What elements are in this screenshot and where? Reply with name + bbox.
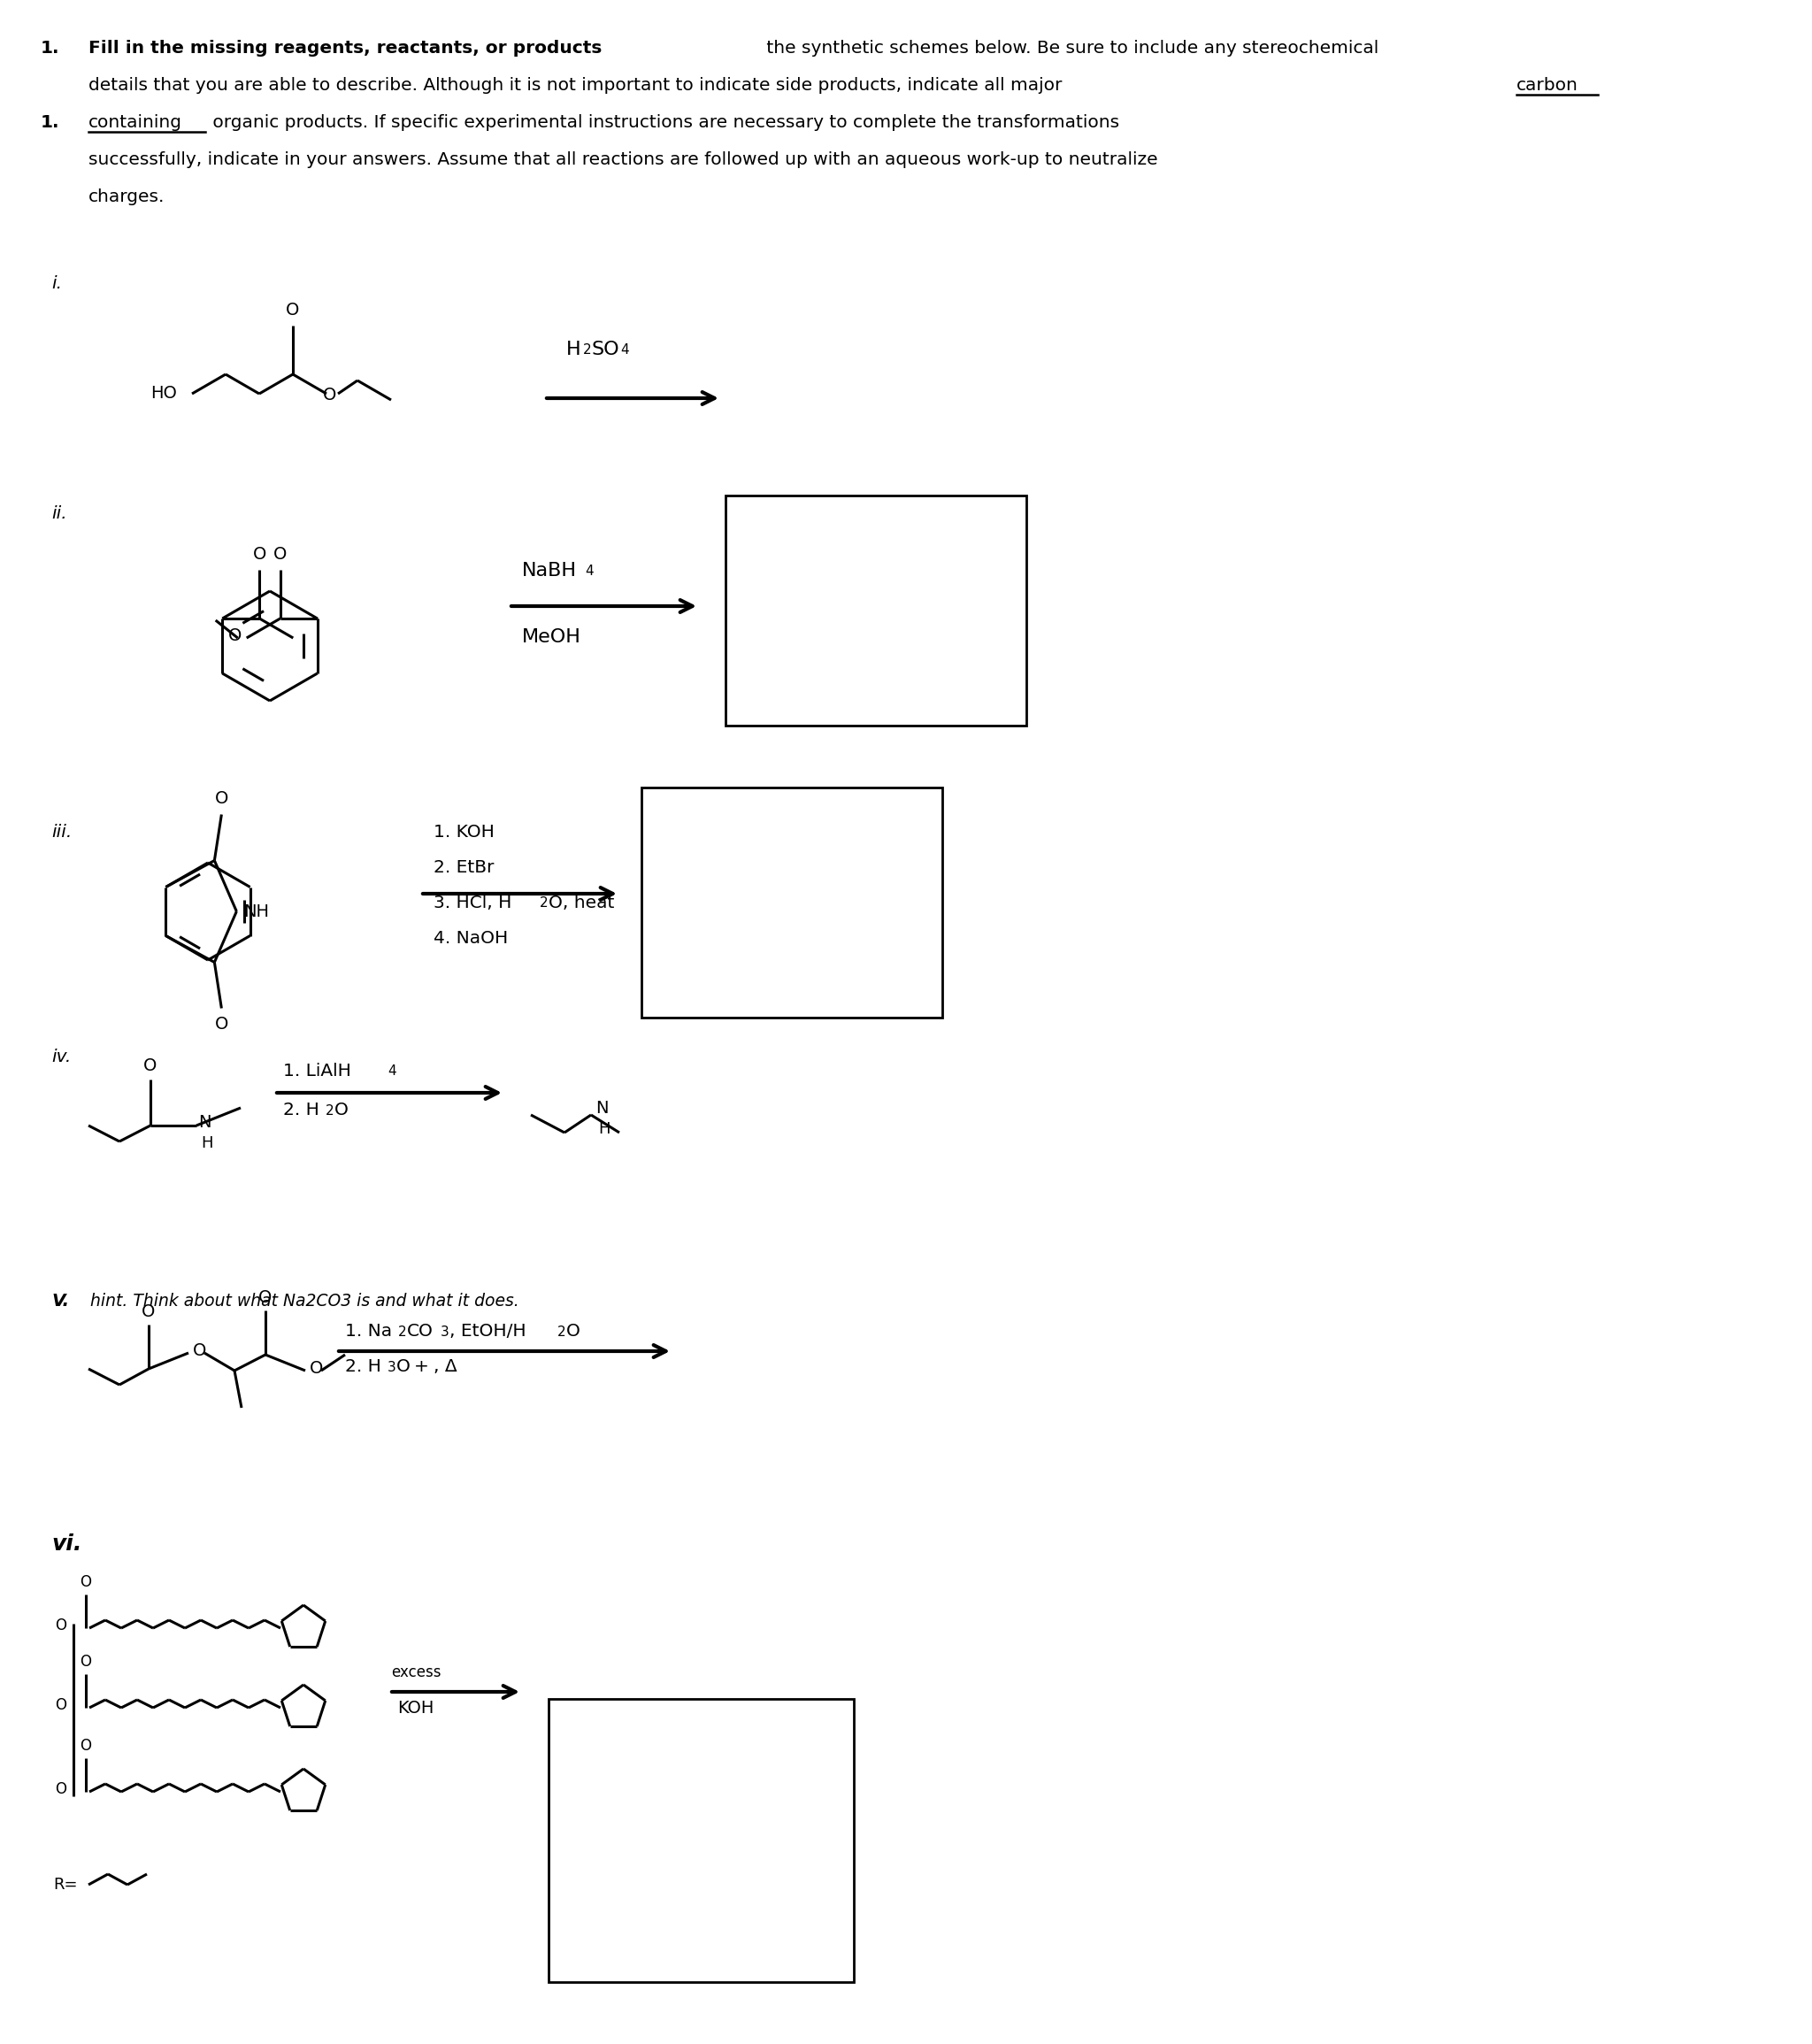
Text: 2: 2	[558, 1325, 565, 1339]
Text: 4. NaOH: 4. NaOH	[433, 930, 507, 946]
Text: H: H	[565, 341, 582, 358]
Text: i.: i.	[51, 274, 62, 292]
Text: O: O	[397, 1359, 411, 1376]
Text: the synthetic schemes below. Be sure to include any stereochemical: the synthetic schemes below. Be sure to …	[761, 41, 1379, 57]
Bar	[549, 1699, 853, 1983]
Text: MeOH: MeOH	[522, 628, 582, 646]
Text: O: O	[214, 791, 228, 807]
Text: 3: 3	[388, 1361, 397, 1374]
Text: 4: 4	[388, 1065, 397, 1077]
Text: 1. KOH: 1. KOH	[433, 824, 495, 840]
Text: , Δ: , Δ	[433, 1359, 457, 1376]
Text: V.: V.	[51, 1292, 69, 1308]
Text: O: O	[252, 546, 266, 562]
Text: Fill in the missing reagents, reactants, or products: Fill in the missing reagents, reactants,…	[89, 41, 602, 57]
Text: O: O	[54, 1617, 67, 1633]
Text: O: O	[54, 1780, 67, 1797]
Text: iv.: iv.	[51, 1049, 71, 1065]
Text: O: O	[143, 1057, 158, 1073]
Text: 4: 4	[585, 564, 593, 578]
Text: vi.: vi.	[51, 1533, 82, 1555]
Text: O: O	[323, 386, 337, 405]
Text: 3. HCl, H: 3. HCl, H	[433, 893, 511, 912]
Text: H: H	[201, 1134, 212, 1151]
Text: O: O	[228, 628, 243, 644]
Text: 2: 2	[540, 897, 549, 910]
Text: charges.: charges.	[89, 188, 165, 206]
Text: NaBH: NaBH	[522, 562, 576, 580]
Text: O, heat: O, heat	[549, 893, 614, 912]
Text: O: O	[80, 1574, 92, 1590]
Text: iii.: iii.	[51, 824, 72, 840]
Text: O: O	[192, 1343, 207, 1359]
Text: O: O	[141, 1302, 156, 1320]
Text: hint. Think about what Na2CO3 is and what it does.: hint. Think about what Na2CO3 is and wha…	[91, 1292, 518, 1308]
Bar	[641, 787, 942, 1018]
Text: H: H	[598, 1120, 611, 1136]
Text: containing: containing	[89, 114, 183, 131]
Text: 2: 2	[326, 1104, 333, 1118]
Text: O: O	[80, 1737, 92, 1754]
Text: details that you are able to describe. Although it is not important to indicate : details that you are able to describe. A…	[89, 78, 1067, 94]
Text: N: N	[596, 1100, 609, 1116]
Text: carbon: carbon	[1517, 78, 1578, 94]
Text: 2. H: 2. H	[344, 1359, 381, 1376]
Text: 2. EtBr: 2. EtBr	[433, 858, 495, 875]
Text: O: O	[310, 1361, 323, 1378]
Text: N: N	[198, 1114, 210, 1130]
Text: 1. Na: 1. Na	[344, 1322, 391, 1341]
Text: 3: 3	[440, 1325, 449, 1339]
Text: excess: excess	[391, 1664, 440, 1680]
Text: , EtOH/H: , EtOH/H	[449, 1322, 525, 1341]
Text: O: O	[214, 1016, 228, 1032]
Text: +: +	[415, 1359, 429, 1376]
Text: NH: NH	[243, 903, 270, 920]
Text: 4: 4	[620, 343, 629, 356]
Text: R=: R=	[53, 1876, 78, 1893]
Text: 2: 2	[399, 1325, 406, 1339]
Text: 1.: 1.	[40, 41, 60, 57]
Text: KOH: KOH	[397, 1699, 435, 1717]
Text: 1.: 1.	[40, 114, 60, 131]
Text: O: O	[54, 1697, 67, 1713]
Text: O: O	[259, 1290, 272, 1306]
Text: HO: HO	[150, 386, 178, 403]
Text: O: O	[274, 546, 286, 562]
Text: ii.: ii.	[51, 505, 67, 521]
Text: 1. LiAlH: 1. LiAlH	[283, 1063, 352, 1079]
Text: O: O	[335, 1102, 348, 1118]
Text: O: O	[565, 1322, 580, 1341]
Text: SO: SO	[593, 341, 620, 358]
Text: CO: CO	[408, 1322, 433, 1341]
Text: O: O	[286, 300, 299, 319]
Text: O: O	[80, 1654, 92, 1670]
Text: 2. H: 2. H	[283, 1102, 319, 1118]
Text: successfully, indicate in your answers. Assume that all reactions are followed u: successfully, indicate in your answers. …	[89, 151, 1158, 168]
Text: 2: 2	[583, 343, 591, 356]
Text: organic products. If specific experimental instructions are necessary to complet: organic products. If specific experiment…	[207, 114, 1120, 131]
Bar	[725, 495, 1026, 726]
